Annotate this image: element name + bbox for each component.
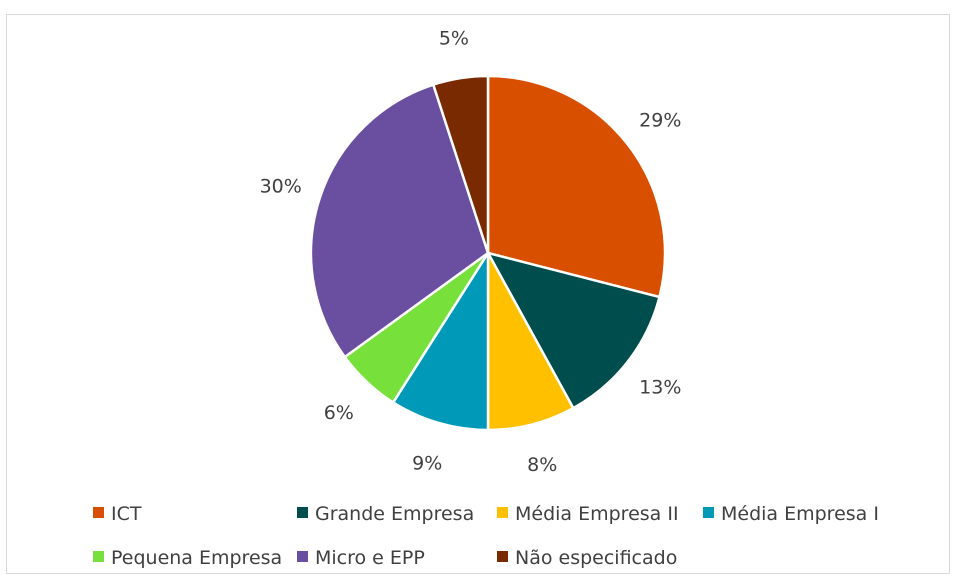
legend-swatch-grande-empresa	[297, 507, 308, 518]
legend-label-micro-e-epp: Micro e EPP	[315, 547, 425, 569]
data-label-grande-empresa: 13%	[639, 377, 681, 399]
legend-label-nao-especificado: Não especificado	[515, 547, 677, 569]
pie-slice-nao-especificado	[431, 74, 490, 254]
data-label-micro-e-epp: 30%	[260, 176, 302, 198]
legend-label-media-empresa-ii: Média Empresa II	[515, 503, 679, 525]
legend-swatch-ict	[93, 507, 104, 518]
legend-swatch-micro-e-epp	[297, 551, 308, 562]
legend: ICT Grande Empresa Média Empresa II Média E…	[93, 503, 879, 569]
pie-slice-micro-e-epp	[309, 83, 490, 359]
legend-label-grande-empresa: Grande Empresa	[315, 503, 474, 525]
legend-label-ict: ICT	[111, 503, 142, 525]
pie-slice-grande-empresa	[485, 251, 661, 410]
data-label-nao-especificado: 5%	[439, 28, 469, 50]
pie-slice-media-empresa-ii	[486, 252, 575, 432]
legend-swatch-media-empresa-ii	[497, 507, 508, 518]
legend-swatch-nao-especificado	[497, 551, 508, 562]
data-labels: 29% 13% 8% 9% 6% 30% 5%	[260, 28, 682, 477]
pie-slice-ict	[486, 74, 667, 299]
pie-slices	[309, 74, 667, 432]
legend-swatch-media-empresa-i	[703, 507, 714, 518]
data-label-media-empresa-i: 9%	[412, 452, 442, 474]
data-label-ict: 29%	[639, 109, 681, 131]
pie-slice-media-empresa-i	[391, 248, 490, 432]
data-label-media-empresa-ii: 8%	[527, 454, 557, 476]
legend-label-media-empresa-i: Média Empresa I	[721, 503, 879, 525]
legend-label-pequena-empresa: Pequena Empresa	[111, 547, 282, 569]
data-label-pequena-empresa: 6%	[324, 402, 354, 424]
legend-swatch-pequena-empresa	[93, 551, 104, 562]
